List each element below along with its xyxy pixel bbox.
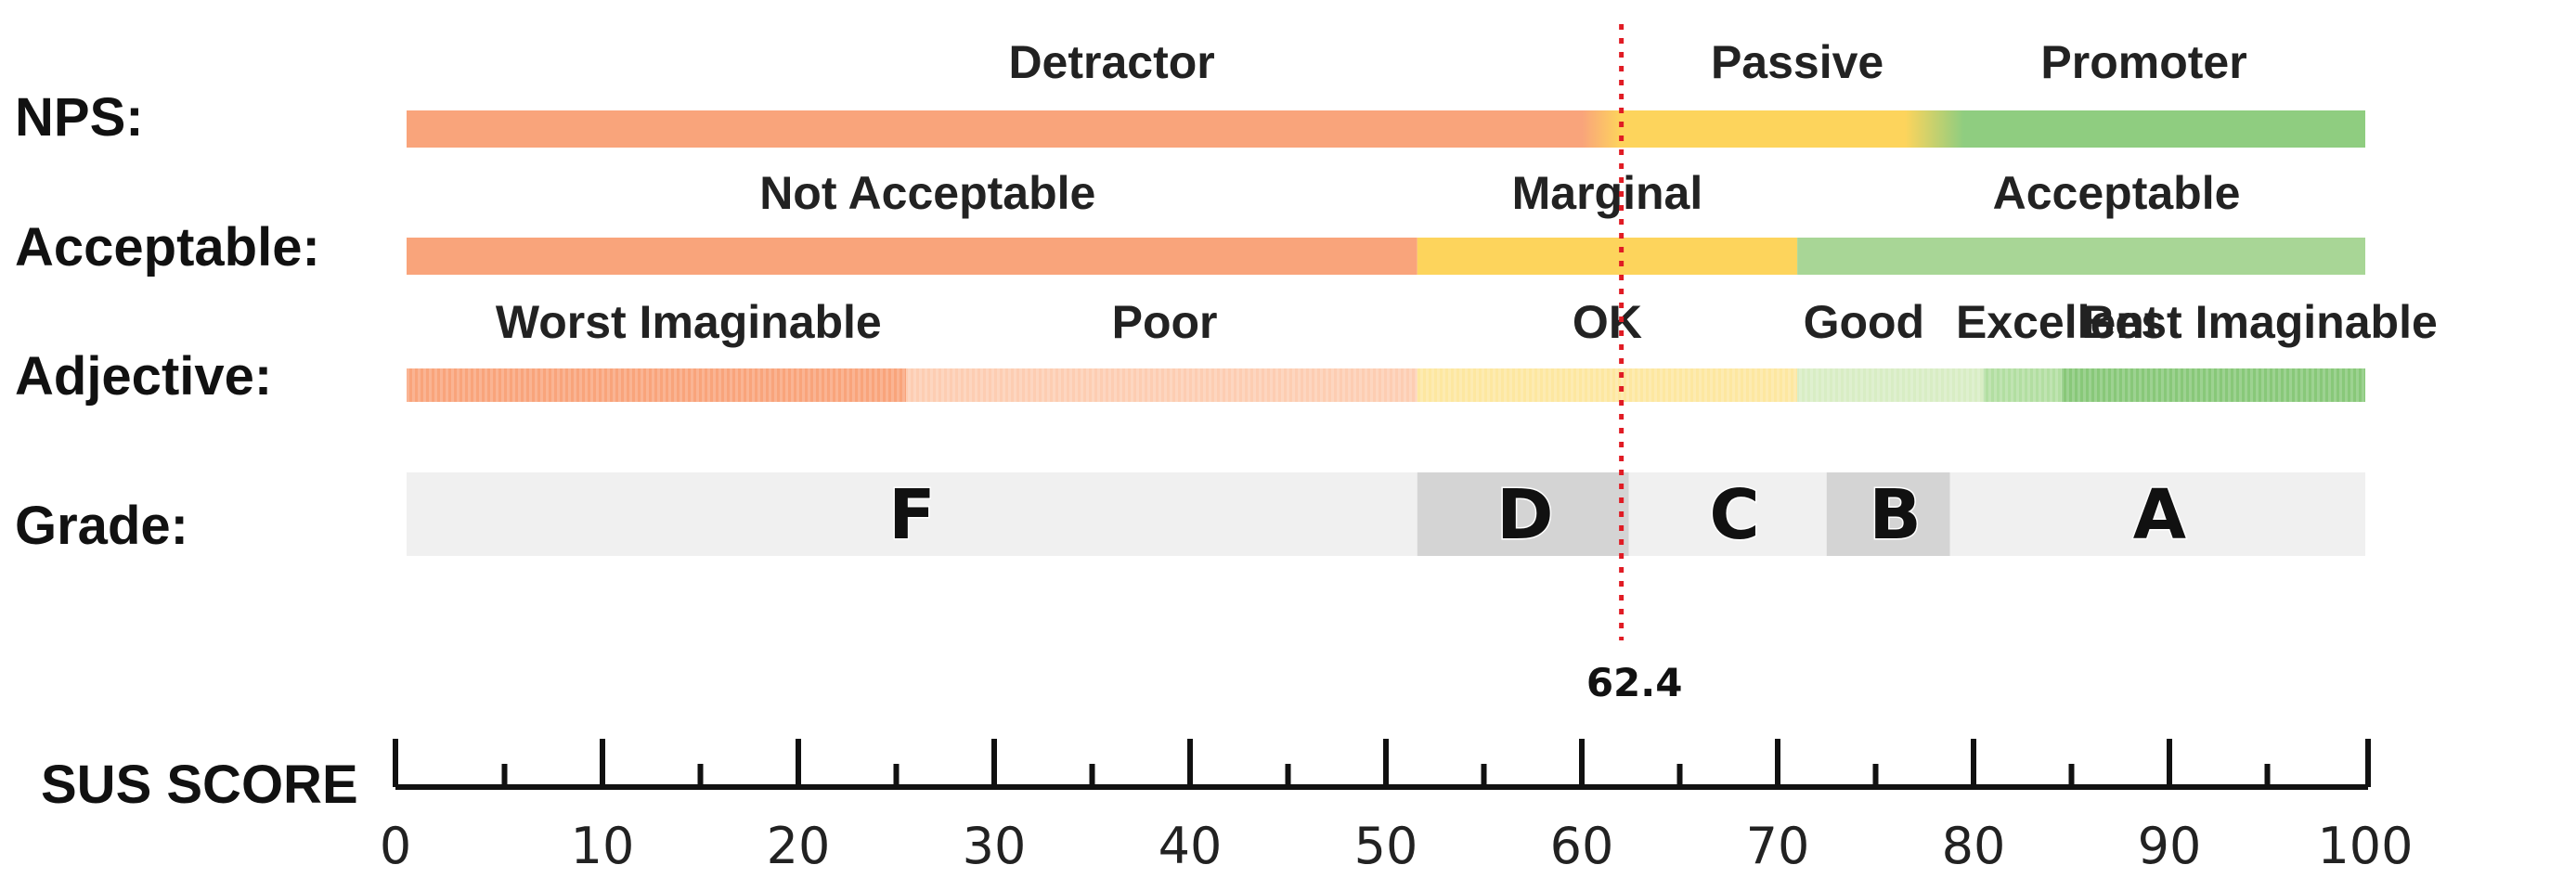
tick-label: 90 bbox=[2138, 817, 2202, 875]
adjective-segment-texture bbox=[1983, 368, 2062, 402]
nps-label-passive: Passive bbox=[1711, 36, 1883, 88]
grade-label-b: B bbox=[1869, 475, 1921, 555]
nps-row: Detractor Passive Promoter bbox=[407, 36, 2365, 148]
grade-segment-b bbox=[1826, 472, 1950, 556]
grade-segment-a bbox=[1949, 472, 2365, 556]
nps-label-detractor: Detractor bbox=[1008, 36, 1214, 88]
tick-label: 60 bbox=[1550, 817, 1614, 875]
grade-segment-c bbox=[1628, 472, 1827, 556]
axis-title: SUS SCORE bbox=[41, 755, 358, 815]
tick-label: 0 bbox=[380, 817, 411, 875]
acceptable-label-acceptable: Acceptable bbox=[1993, 167, 2241, 219]
grade-label-a: A bbox=[2133, 475, 2186, 555]
grade-label-f: F bbox=[888, 475, 936, 555]
acceptable-segment-marginal bbox=[1417, 238, 1798, 275]
tick-label: 100 bbox=[2317, 817, 2413, 875]
axis-tick-labels: 0 10 20 30 40 50 60 70 80 90 100 bbox=[380, 817, 2414, 875]
grade-segment-f bbox=[407, 472, 1417, 556]
grade-segment-d bbox=[1417, 472, 1629, 556]
axis-ticks bbox=[393, 739, 2371, 787]
tick-label: 50 bbox=[1354, 817, 1418, 875]
adjective-label-worst-imaginable: Worst Imaginable bbox=[496, 296, 882, 348]
acceptable-label-marginal: Marginal bbox=[1512, 167, 1703, 219]
acceptable-label-not-acceptable: Not Acceptable bbox=[759, 167, 1095, 219]
adjective-label-good: Good bbox=[1804, 296, 1925, 348]
acceptable-row: Not Acceptable Marginal Acceptable bbox=[407, 167, 2365, 275]
adjective-label-ok: OK bbox=[1573, 296, 1642, 348]
nps-label-promoter: Promoter bbox=[2040, 36, 2246, 88]
adjective-segment-texture bbox=[906, 368, 1417, 402]
adjective-segment-texture bbox=[2061, 368, 2365, 402]
grade-label-c: C bbox=[1709, 475, 1759, 555]
score-marker: 62.4 bbox=[1586, 24, 1683, 705]
acceptable-segment-not-acceptable bbox=[407, 238, 1417, 275]
row-label-acceptable: Acceptable: bbox=[15, 217, 320, 278]
adjective-segment-texture bbox=[1797, 368, 1984, 402]
sus-axis: SUS SCORE 0 10 20 30 40 50 60 70 80 90 100 bbox=[41, 739, 2414, 875]
adjective-label-excellent: Excellent bbox=[1956, 296, 2160, 348]
adjective-segment-texture bbox=[407, 368, 907, 402]
acceptable-segment-acceptable bbox=[1797, 238, 2365, 275]
grade-label-d: D bbox=[1496, 475, 1553, 555]
adjective-segment-texture bbox=[1417, 368, 1798, 402]
tick-label: 70 bbox=[1746, 817, 1810, 875]
tick-label: 10 bbox=[571, 817, 635, 875]
tick-label: 20 bbox=[767, 817, 831, 875]
score-marker-label: 62.4 bbox=[1586, 660, 1683, 705]
row-label-adjective: Adjective: bbox=[15, 346, 272, 407]
row-label-grade: Grade: bbox=[15, 496, 188, 556]
tick-label: 80 bbox=[1942, 817, 2006, 875]
adjective-label-poor: Poor bbox=[1112, 296, 1218, 348]
adjective-label-best-imaginable: Best Imaginable bbox=[2081, 296, 2437, 348]
tick-label: 40 bbox=[1159, 817, 1223, 875]
nps-bar bbox=[407, 110, 2365, 148]
adjective-row: Worst Imaginable Poor OK Good ExcellentBest … bbox=[407, 296, 2438, 402]
tick-label: 30 bbox=[963, 817, 1027, 875]
row-label-nps: NPS: bbox=[15, 87, 144, 148]
